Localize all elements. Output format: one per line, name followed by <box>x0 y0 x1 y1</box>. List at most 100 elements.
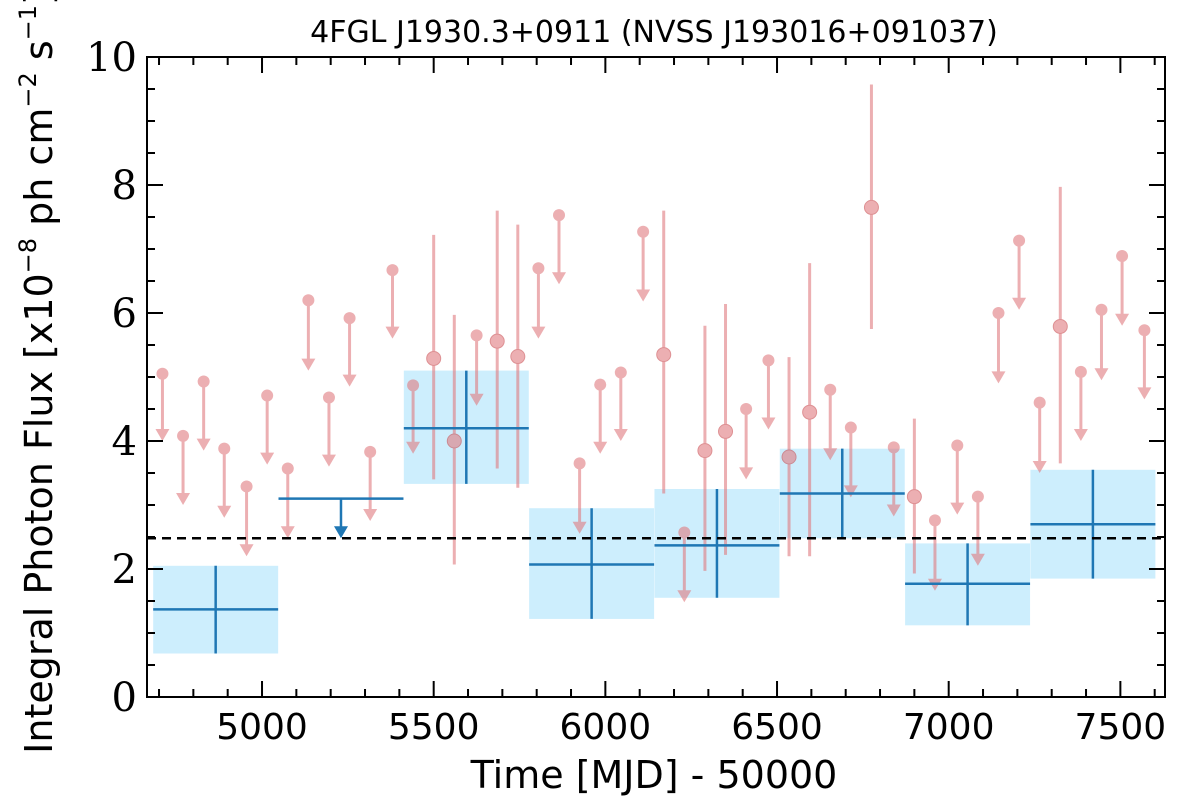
upper-limit-marker <box>322 391 335 404</box>
upper-limit-arrow-head <box>217 505 232 518</box>
short-bin-upper-limit <box>239 480 254 557</box>
detection-marker <box>718 423 734 439</box>
detection-marker <box>1052 318 1068 334</box>
long-bin-points <box>153 370 1156 654</box>
y-tick-label: 4 <box>112 419 137 465</box>
upper-limit-arrow-head <box>1012 297 1027 310</box>
upper-limit-marker <box>197 375 210 388</box>
upper-limit-marker <box>887 441 900 454</box>
upper-limit-marker <box>1095 303 1108 316</box>
short-bin-detection <box>906 418 922 574</box>
upper-limit-marker <box>386 264 399 277</box>
detection-marker <box>426 350 442 366</box>
chart-title: 4FGL J1930.3+0911 (NVSS J193016+091037) <box>310 15 998 50</box>
x-tick-label: 5000 <box>216 707 308 748</box>
long-bin-detection <box>779 448 905 539</box>
short-bin-upper-limit <box>280 462 295 539</box>
x-tick-label: 6500 <box>731 707 823 748</box>
upper-limit-arrow-head <box>321 454 336 467</box>
upper-limit-marker <box>240 480 253 493</box>
detection-marker <box>906 489 922 505</box>
upper-limit-arrow-head <box>469 393 484 406</box>
detection-marker <box>656 347 672 363</box>
long-bin-arrow-head <box>333 526 348 539</box>
short-bin-upper-limit <box>1137 324 1152 400</box>
upper-limit-marker <box>637 225 650 238</box>
upper-limit-arrow-head <box>823 448 838 461</box>
short-bin-detection <box>697 325 713 571</box>
y-tick-label: 10 <box>86 35 137 81</box>
upper-limit-marker <box>573 457 586 470</box>
upper-limit-marker <box>407 379 420 392</box>
short-bin-upper-limit <box>1012 234 1027 310</box>
short-bin-upper-limit <box>970 490 985 566</box>
upper-limit-marker <box>261 389 274 402</box>
short-bin-detection <box>1052 186 1068 464</box>
upper-limit-marker <box>928 514 941 527</box>
short-bin-detection <box>489 210 505 469</box>
short-bin-upper-limit <box>385 264 400 339</box>
short-bin-upper-limit <box>155 367 170 441</box>
short-bin-upper-limit <box>552 209 567 285</box>
upper-limit-arrow-head <box>531 326 546 339</box>
upper-limit-marker <box>218 442 231 455</box>
upper-limit-arrow-head <box>843 485 858 498</box>
upper-limit-marker <box>1116 250 1129 263</box>
upper-limit-marker <box>532 262 545 275</box>
upper-limit-arrow-head <box>886 504 901 517</box>
short-bin-upper-limit <box>613 366 628 441</box>
upper-limit-arrow-head <box>970 553 985 566</box>
upper-limit-marker <box>594 378 607 391</box>
short-bin-upper-limit <box>1032 396 1047 473</box>
long-bin-detection <box>529 508 655 619</box>
upper-limit-arrow-head <box>593 441 608 454</box>
short-bin-upper-limit <box>739 403 754 480</box>
upper-limit-marker <box>740 403 753 415</box>
x-tick-label: 6000 <box>560 707 652 748</box>
upper-limit-arrow-head <box>1073 429 1088 441</box>
upper-limit-marker <box>1033 396 1046 409</box>
short-bin-upper-limit <box>1094 303 1109 381</box>
plot-area: 5000 5500 6000 6500 7000 7500 0 2 4 6 8 10 <box>86 35 1166 748</box>
short-bin-upper-limit <box>301 294 316 371</box>
short-bin-detection <box>863 84 879 329</box>
upper-limit-arrow-head <box>991 371 1006 384</box>
upper-limit-arrow-head <box>739 467 754 480</box>
upper-limit-arrow-head <box>1137 387 1152 400</box>
short-bin-upper-limit <box>176 429 191 505</box>
y-axis-label-exp2: −2 <box>14 72 42 107</box>
upper-limit-marker <box>553 209 566 222</box>
short-bin-upper-limit <box>677 526 692 603</box>
x-tick-label: 7500 <box>1075 707 1167 748</box>
short-bin-upper-limit <box>469 329 484 406</box>
upper-limit-arrow-head <box>613 429 628 441</box>
short-bin-detection <box>781 357 797 557</box>
short-bin-upper-limit <box>217 442 232 518</box>
upper-limit-arrow-head <box>239 544 254 557</box>
upper-limit-marker <box>156 367 169 380</box>
short-bin-upper-limit <box>321 391 336 467</box>
upper-limit-marker <box>1013 234 1026 247</box>
short-bin-upper-limit <box>572 457 587 534</box>
upper-limit-arrow-head <box>176 493 191 505</box>
detection-marker <box>489 333 505 349</box>
detection-marker <box>446 433 462 449</box>
short-bin-detection <box>446 314 462 565</box>
long-bin-upper-limit <box>278 497 404 539</box>
short-bin-points <box>155 84 1152 603</box>
upper-limit-arrow-head <box>385 326 400 339</box>
short-bin-upper-limit <box>843 421 858 498</box>
upper-limit-arrow-head <box>1094 368 1109 381</box>
long-bin-detection <box>654 489 780 598</box>
y-axis-label-exp3: −1 <box>14 5 42 40</box>
upper-limit-arrow-head <box>301 358 316 371</box>
detection-marker <box>697 443 713 459</box>
upper-limit-marker <box>1074 365 1087 378</box>
upper-limit-marker <box>343 312 356 325</box>
upper-limit-marker <box>971 490 984 503</box>
short-bin-upper-limit <box>531 262 546 339</box>
long-bin-detection <box>403 370 529 484</box>
upper-limit-arrow-head <box>155 429 170 441</box>
upper-limit-arrow-head <box>636 289 651 302</box>
